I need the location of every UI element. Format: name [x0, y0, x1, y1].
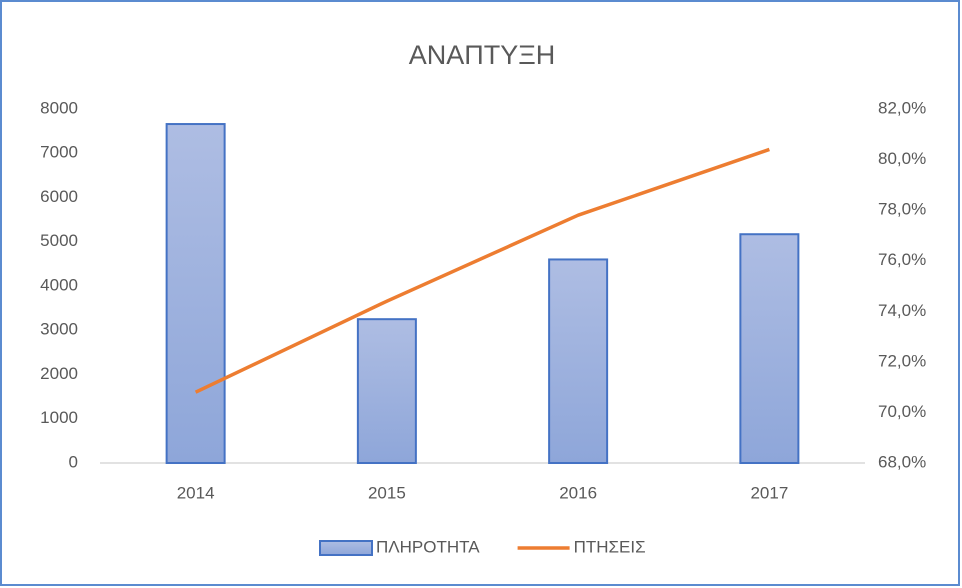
- y2-tick-label: 80,0%: [878, 149, 926, 168]
- y-tick-label: 1000: [40, 408, 78, 427]
- y2-tick-label: 68,0%: [878, 452, 926, 471]
- legend-label: ΠΛΗΡΟΤΗΤΑ: [376, 537, 480, 556]
- y-tick-label: 6000: [40, 187, 78, 206]
- x-tick-label: 2015: [368, 483, 406, 502]
- bar: [165, 123, 226, 464]
- x-tick-label: 2017: [750, 483, 788, 502]
- y-tick-label: 2000: [40, 364, 78, 383]
- y-tick-label: 8000: [40, 98, 78, 117]
- y2-tick-label: 78,0%: [878, 200, 926, 219]
- y-tick-label: 0: [69, 452, 78, 471]
- line: [194, 147, 770, 394]
- x-tick-label: 2014: [177, 483, 215, 502]
- bar: [548, 258, 609, 465]
- legend-swatch: [319, 540, 373, 556]
- y-tick-label: 4000: [40, 275, 78, 294]
- chart-title: ΑΝΑΠΤΥΞΗ: [409, 40, 556, 70]
- y2-tick-label: 76,0%: [878, 250, 926, 269]
- legend-label: ΠΤΗΣΕΙΣ: [574, 537, 646, 556]
- bar: [739, 233, 800, 464]
- bar: [356, 318, 417, 464]
- y-tick-label: 3000: [40, 320, 78, 339]
- y2-tick-label: 72,0%: [878, 351, 926, 370]
- y-tick-label: 7000: [40, 143, 78, 162]
- y2-tick-label: 70,0%: [878, 402, 926, 421]
- x-tick-label: 2016: [559, 483, 597, 502]
- y-tick-label: 5000: [40, 231, 78, 250]
- y2-tick-label: 82,0%: [878, 98, 926, 117]
- y2-tick-label: 74,0%: [878, 301, 926, 320]
